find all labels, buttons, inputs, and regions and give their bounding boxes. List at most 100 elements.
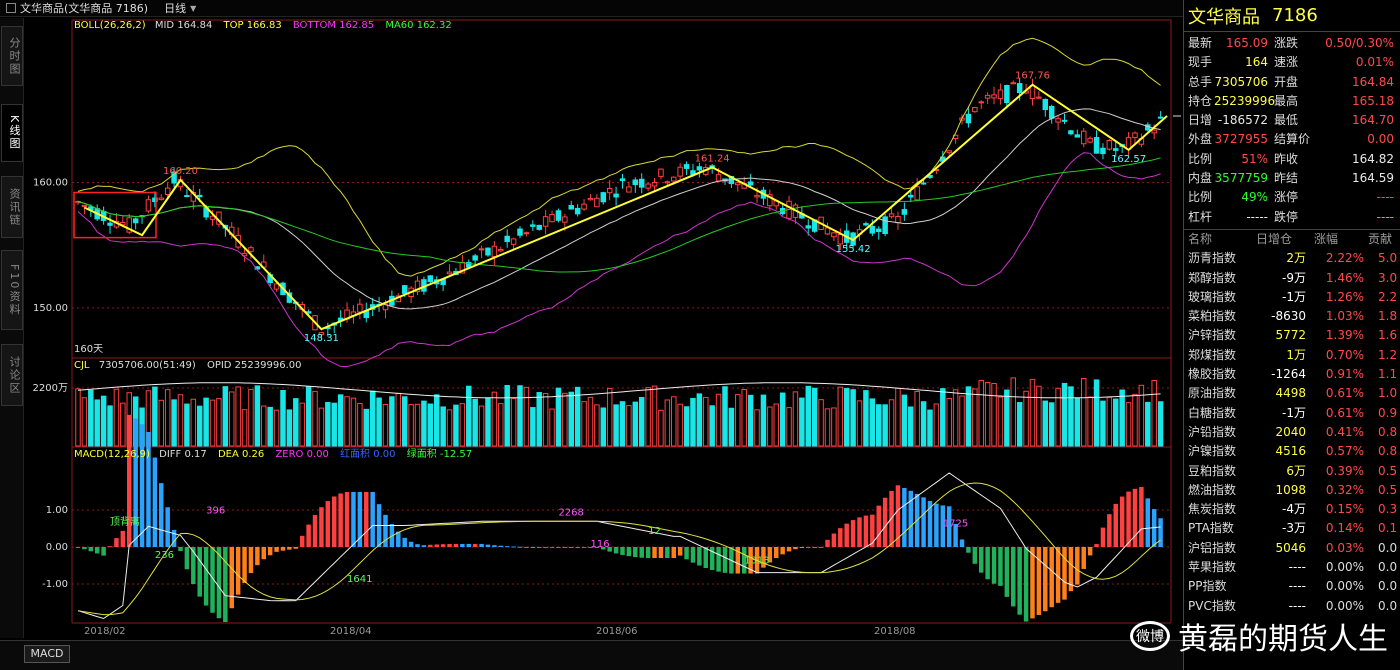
sector-table: 名称 日增仓 涨幅 贡献 沥青指数 2万 2.22% 5.0 郑醇指数 -9万 1.46% 3… xyxy=(1184,229,1400,616)
candle-body xyxy=(735,182,741,186)
cjl-name[interactable]: CJL xyxy=(74,360,90,371)
table-row[interactable]: 苹果指数 ---- 0.00% 0.0 xyxy=(1184,558,1400,577)
table-row[interactable]: 菜粕指数 -8630 1.03% 1.8 xyxy=(1184,307,1400,326)
quote-grid: 最新 165.09 涨跌 0.50/0.30% 现手 164 速涨 0.01% 总手 730570… xyxy=(1184,32,1400,227)
tab-kline[interactable]: K线图 xyxy=(1,104,23,162)
candle-body xyxy=(164,187,171,196)
tab-discussion[interactable]: 讨论区 xyxy=(1,344,23,406)
boll-header: BOLL(26,26,2) MID 164.84 TOP 166.83 BOTT… xyxy=(74,20,452,32)
macd-histogram-bar xyxy=(549,547,555,548)
boll-bottom: BOTTOM 162.85 xyxy=(292,20,375,31)
volume-bar xyxy=(75,388,81,447)
macd-dea: DEA 0.26 xyxy=(217,449,265,460)
price-tick-label: 160.00 xyxy=(33,177,68,188)
table-row[interactable]: 郑煤指数 1万 0.70% 1.2 xyxy=(1184,346,1400,365)
cell-name: 菜粕指数 xyxy=(1188,309,1237,324)
date-label: 2018/06 xyxy=(596,626,638,637)
macd-name[interactable]: MACD(12,26,9) xyxy=(74,449,150,460)
macd-histogram-bar xyxy=(703,547,709,569)
col-chg-header[interactable]: 日增仓 xyxy=(1256,232,1293,246)
chevron-down-icon[interactable]: ▼ xyxy=(190,3,197,13)
quote-value: ---- xyxy=(1376,190,1394,205)
volume-bar xyxy=(831,407,837,447)
table-row[interactable]: 焦炭指数 -4万 0.15% 0.3 xyxy=(1184,500,1400,519)
table-row[interactable]: 原油指数 4498 0.61% 1.0 xyxy=(1184,384,1400,403)
macd-histogram-bar xyxy=(114,538,119,547)
volume-bar xyxy=(369,390,376,447)
col-name-header[interactable]: 名称 xyxy=(1188,232,1213,246)
table-row[interactable]: PP指数 ---- 0.00% 0.0 xyxy=(1184,577,1400,596)
volume-bar xyxy=(651,385,658,447)
table-row[interactable]: 沪锌指数 5772 1.39% 1.6 xyxy=(1184,326,1400,345)
macd-histogram-bar xyxy=(178,547,183,552)
volume-bar xyxy=(254,385,261,447)
volume-bar xyxy=(286,409,293,447)
tab-news[interactable]: 资讯链 xyxy=(1,176,23,238)
price-tick-label: 150.00 xyxy=(33,303,68,314)
table-row[interactable]: 沥青指数 2万 2.22% 5.0 xyxy=(1184,249,1400,268)
col-pct-header[interactable]: 涨幅 xyxy=(1314,232,1339,246)
volume-bar xyxy=(446,409,453,447)
macd-histogram-bar xyxy=(364,491,369,547)
tab-f10[interactable]: F10资料 xyxy=(1,250,23,330)
candle-body xyxy=(126,217,132,233)
boll-name[interactable]: BOLL(26,26,2) xyxy=(74,20,146,31)
ma60-value: MA60 162.32 xyxy=(385,20,452,31)
candle-body xyxy=(824,227,831,235)
cell-chg: -8630 xyxy=(1271,309,1306,324)
table-row[interactable]: PTA指数 -3万 0.14% 0.1 xyxy=(1184,519,1400,538)
table-row[interactable]: 沪铝指数 5046 0.03% 0.0 xyxy=(1184,539,1400,558)
quote-panel: 文华商品 7186 最新 165.09 涨跌 0.50/0.30% 现手 164 速涨 0.0… xyxy=(1183,0,1400,670)
macd-tab[interactable]: MACD xyxy=(24,645,70,663)
tab-timeshare[interactable]: 分时图 xyxy=(1,26,23,86)
macd-histogram-bar xyxy=(1132,488,1138,547)
volume-bar xyxy=(908,406,914,447)
table-row[interactable]: 玻璃指数 -1万 1.26% 2.2 xyxy=(1184,288,1400,307)
candle-body xyxy=(107,222,113,226)
quote-label: 最新 xyxy=(1188,36,1213,50)
macd-histogram-bar xyxy=(761,547,766,568)
period-label[interactable]: 日线 xyxy=(164,2,187,15)
volume-bar xyxy=(1061,382,1068,447)
table-row[interactable]: 沪镍指数 4516 0.57% 0.8 xyxy=(1184,442,1400,461)
macd-histogram-bar xyxy=(396,531,401,547)
quote-value: 49% xyxy=(1241,190,1268,205)
table-row[interactable]: 橡胶指数 -1264 0.91% 1.1 xyxy=(1184,365,1400,384)
macd-histogram-bar xyxy=(1126,491,1131,547)
volume-bar xyxy=(1036,385,1042,447)
macd-histogram-bar xyxy=(626,547,632,557)
candle-body xyxy=(1029,85,1036,99)
macd-histogram-bar xyxy=(927,500,933,547)
volume-bar xyxy=(273,409,280,447)
table-row[interactable]: PVC指数 ---- 0.00% 0.0 xyxy=(1184,597,1400,616)
macd-histogram-bar xyxy=(242,547,247,583)
macd-histogram-bar xyxy=(357,491,363,547)
table-row[interactable]: 沪铅指数 2040 0.41% 0.8 xyxy=(1184,423,1400,442)
macd-green-area: 绿面积 -12.57 xyxy=(406,449,473,460)
candle-body xyxy=(671,176,677,182)
table-row[interactable]: 燃油指数 1098 0.32% 0.5 xyxy=(1184,481,1400,500)
macd-histogram-bar xyxy=(543,547,548,548)
macd-histogram-bar xyxy=(677,547,683,556)
macd-histogram-bar xyxy=(1119,496,1125,547)
quote-value: ----- xyxy=(1246,209,1268,224)
quote-label: 内盘 xyxy=(1188,171,1213,186)
table-row[interactable]: 豆粕指数 6万 0.39% 0.5 xyxy=(1184,462,1400,481)
volume-bar xyxy=(574,386,581,447)
volume-bar xyxy=(325,401,331,447)
cell-contrib: 1.0 xyxy=(1378,386,1398,401)
volume-bar xyxy=(337,394,344,447)
macd-histogram-bar xyxy=(556,547,561,548)
weibo-logo-icon: 微博 xyxy=(1130,621,1170,651)
table-row[interactable]: 郑醇指数 -9万 1.46% 3.0 xyxy=(1184,269,1400,288)
candle-body xyxy=(863,223,869,226)
volume-bar xyxy=(453,404,459,447)
macd-histogram-bar xyxy=(998,547,1003,586)
macd-histogram-bar xyxy=(536,547,542,548)
candle-body xyxy=(978,101,984,104)
kline-chart-area[interactable]: 160.00 150.00 160.20 148.31 161.24 155.42 167.… xyxy=(26,18,1181,628)
candle-body xyxy=(472,255,478,261)
left-tab-bar: 分时图 K线图 资讯链 F10资料 讨论区 xyxy=(0,18,24,638)
table-row[interactable]: 白糖指数 -1万 0.61% 0.9 xyxy=(1184,404,1400,423)
col-contrib-header[interactable]: 贡献 xyxy=(1368,232,1393,246)
